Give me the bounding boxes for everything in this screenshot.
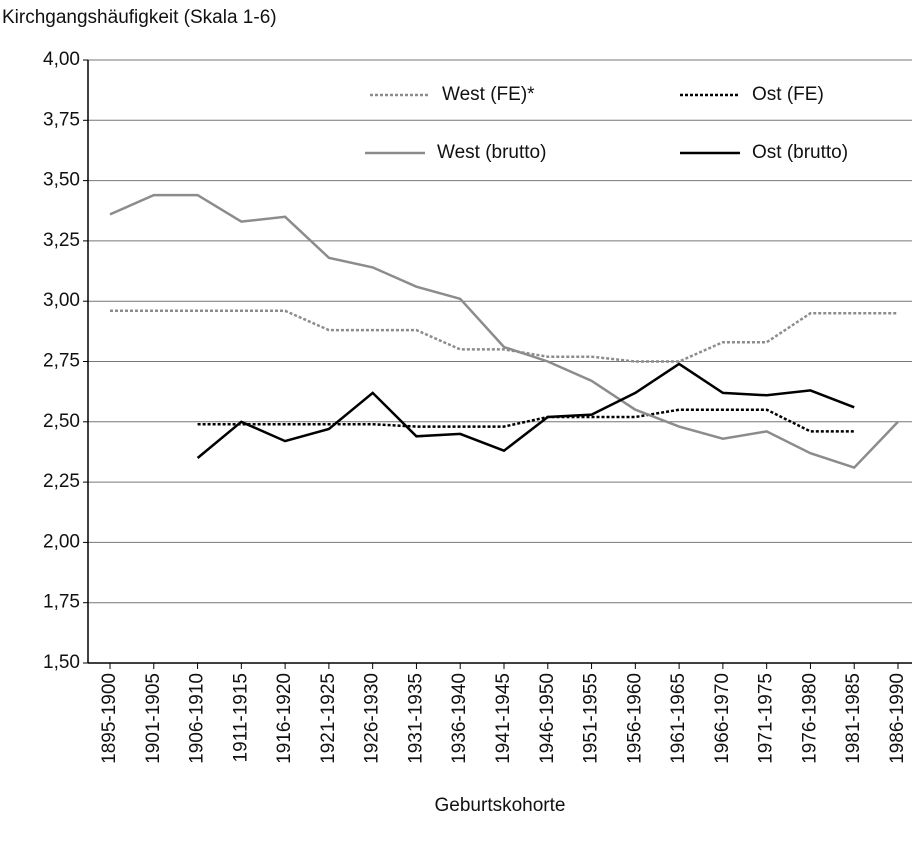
x-tick-label: 1946-1950 bbox=[537, 673, 558, 764]
x-axis-label: Geburtskohorte bbox=[435, 795, 566, 816]
x-tick-label: 1941-1945 bbox=[493, 673, 514, 764]
x-tick-label: 1926-1930 bbox=[362, 673, 383, 764]
x-tick-label: 1931-1935 bbox=[405, 673, 426, 764]
y-tick-label: 4,00 bbox=[43, 49, 80, 70]
series-line bbox=[110, 309, 898, 363]
series-line bbox=[109, 193, 899, 470]
x-tick-label: 1981-1985 bbox=[843, 673, 864, 764]
x-tick-label: 1976-1980 bbox=[799, 673, 820, 764]
x-tick-label: 1895-1900 bbox=[99, 673, 120, 764]
y-tick-label: 3,50 bbox=[43, 170, 80, 191]
y-tick-label: 3,75 bbox=[43, 109, 80, 130]
y-tick-label: 2,00 bbox=[43, 531, 80, 552]
y-tick-label: 2,25 bbox=[43, 471, 80, 492]
y-tick-label: 2,75 bbox=[43, 351, 80, 372]
y-tick-label: 3,25 bbox=[43, 230, 80, 251]
y-tick-label: 3,00 bbox=[43, 290, 80, 311]
y-tick-label: 2,50 bbox=[43, 411, 80, 432]
x-tick-label: 1966-1970 bbox=[712, 673, 733, 764]
y-tick-label: 1,75 bbox=[43, 592, 80, 613]
x-tick-label: 1956-1960 bbox=[624, 673, 645, 764]
x-tick-label: 1906-1910 bbox=[187, 673, 208, 764]
legend-label: West (FE)* bbox=[442, 84, 535, 105]
y-tick-label: 1,50 bbox=[43, 652, 80, 673]
x-tick-label: 1971-1975 bbox=[756, 673, 777, 764]
x-tick-label: 1961-1965 bbox=[668, 673, 689, 764]
series-line bbox=[197, 408, 855, 433]
series-line bbox=[196, 362, 855, 459]
x-tick-label: 1901-1905 bbox=[143, 673, 164, 764]
x-tick-label: 1911-1915 bbox=[230, 673, 251, 762]
x-tick-label: 1916-1920 bbox=[274, 673, 295, 764]
legend-label: West (brutto) bbox=[437, 142, 546, 163]
legend-label: Ost (FE) bbox=[752, 84, 824, 105]
x-tick-label: 1951-1955 bbox=[581, 673, 602, 764]
x-tick-label: 1986-1990 bbox=[887, 673, 908, 764]
x-tick-label: 1936-1940 bbox=[449, 673, 470, 764]
legend-label: Ost (brutto) bbox=[752, 142, 848, 163]
x-tick-label: 1921-1925 bbox=[318, 673, 339, 764]
chart-title: Kirchgangshäufigkeit (Skala 1-6) bbox=[2, 7, 277, 28]
